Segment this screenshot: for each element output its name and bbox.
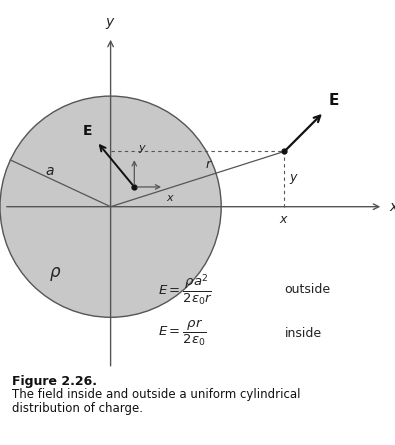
Text: The field inside and outside a uniform cylindrical: The field inside and outside a uniform c… xyxy=(12,388,300,401)
Text: $r$: $r$ xyxy=(205,158,213,171)
Text: inside: inside xyxy=(284,327,322,340)
Text: $a$: $a$ xyxy=(45,165,55,178)
Circle shape xyxy=(0,96,221,317)
Text: $y$: $y$ xyxy=(289,172,299,186)
Text: $y$: $y$ xyxy=(105,16,116,31)
Text: $E = \dfrac{\rho r}{2\epsilon_0}$: $E = \dfrac{\rho r}{2\epsilon_0}$ xyxy=(158,318,207,348)
Text: $x$: $x$ xyxy=(166,193,175,203)
Text: $E = \dfrac{\rho a^2}{2\epsilon_0 r}$: $E = \dfrac{\rho a^2}{2\epsilon_0 r}$ xyxy=(158,272,213,307)
Text: Figure 2.26.: Figure 2.26. xyxy=(12,375,97,388)
Text: outside: outside xyxy=(284,283,331,296)
Text: $\mathbf{E}$: $\mathbf{E}$ xyxy=(328,92,339,108)
Text: $x$: $x$ xyxy=(280,213,289,226)
Text: $\mathbf{E}$: $\mathbf{E}$ xyxy=(83,124,93,138)
Text: $\rho$: $\rho$ xyxy=(49,265,62,283)
Text: distribution of charge.: distribution of charge. xyxy=(12,402,143,415)
Text: $x$: $x$ xyxy=(389,200,395,214)
Text: $y$: $y$ xyxy=(138,143,147,155)
